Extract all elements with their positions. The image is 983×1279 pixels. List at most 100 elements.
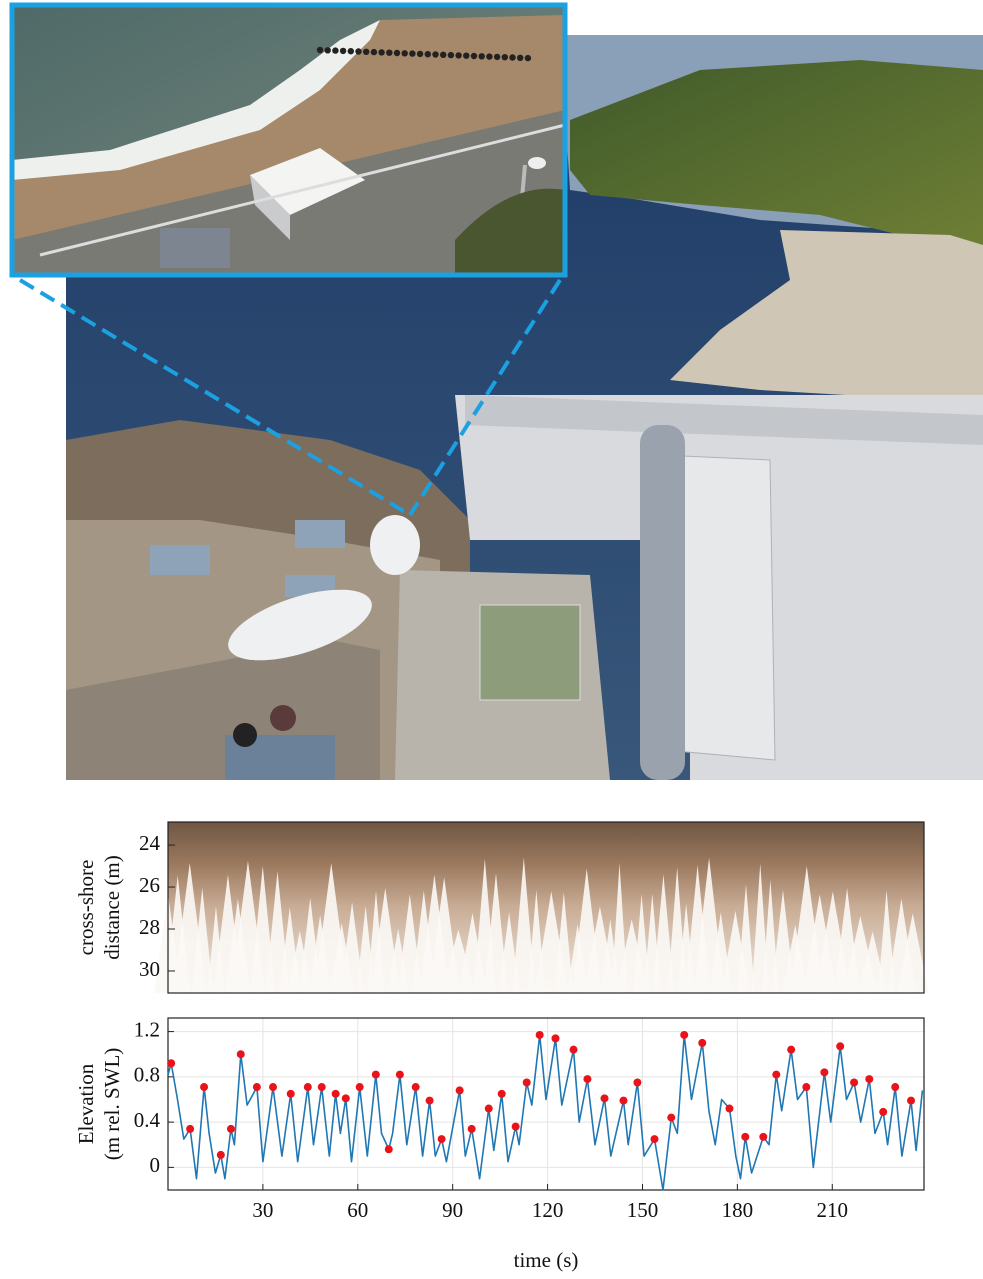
survey-dot bbox=[501, 54, 508, 61]
peak-marker bbox=[395, 1070, 404, 1079]
inset-photo bbox=[9, 2, 568, 517]
survey-dot bbox=[509, 54, 516, 61]
peak-marker bbox=[725, 1104, 734, 1113]
peak-marker bbox=[879, 1107, 888, 1116]
peak-marker bbox=[425, 1096, 434, 1105]
y-axis-label: (m rel. SWL) bbox=[100, 1048, 124, 1161]
peak-marker bbox=[331, 1089, 340, 1098]
peak-marker bbox=[216, 1150, 225, 1159]
survey-dot bbox=[386, 49, 393, 56]
survey-dot bbox=[378, 49, 385, 56]
y-tick-label: 0.8 bbox=[134, 1063, 160, 1087]
peak-marker bbox=[303, 1083, 312, 1092]
survey-dot bbox=[447, 51, 455, 59]
plot-frame bbox=[167, 1017, 925, 1191]
peak-marker bbox=[226, 1124, 235, 1133]
peak-marker bbox=[820, 1068, 829, 1077]
y-tick-label: 0.4 bbox=[134, 1108, 161, 1132]
peak-marker bbox=[455, 1086, 464, 1095]
x-tick-label: 210 bbox=[817, 1198, 849, 1222]
survey-dot bbox=[424, 51, 431, 58]
peak-marker bbox=[437, 1135, 446, 1144]
peak-marker bbox=[772, 1070, 781, 1079]
x-tick-label: 60 bbox=[347, 1198, 368, 1222]
peak-marker bbox=[167, 1059, 176, 1068]
swash-spike bbox=[484, 873, 508, 993]
peak-marker bbox=[836, 1042, 845, 1051]
swash-spike bbox=[737, 883, 755, 993]
peak-marker bbox=[355, 1083, 364, 1092]
survey-dot bbox=[440, 51, 447, 58]
peak-marker bbox=[286, 1089, 295, 1098]
survey-dot bbox=[470, 52, 478, 60]
survey-dot bbox=[324, 47, 331, 54]
peak-marker bbox=[650, 1135, 659, 1144]
swash-spike bbox=[340, 902, 365, 993]
peak-marker bbox=[186, 1124, 195, 1133]
y-axis-label: cross-shore bbox=[74, 860, 98, 956]
peak-marker bbox=[741, 1132, 750, 1141]
survey-dot bbox=[517, 54, 524, 61]
survey-dot bbox=[355, 48, 362, 55]
peak-marker bbox=[802, 1083, 811, 1092]
swash-spike bbox=[191, 887, 214, 993]
swash-spike bbox=[896, 913, 929, 993]
survey-dot bbox=[409, 50, 416, 57]
survey-dot bbox=[463, 52, 470, 59]
peak-marker bbox=[583, 1075, 592, 1084]
peak-marker bbox=[200, 1083, 209, 1092]
peak-marker bbox=[698, 1038, 707, 1047]
survey-dot bbox=[478, 53, 485, 60]
peak-marker bbox=[680, 1030, 689, 1039]
peak-marker bbox=[667, 1113, 676, 1122]
peak-marker bbox=[535, 1030, 544, 1039]
survey-dot bbox=[455, 52, 462, 59]
peak-marker bbox=[850, 1078, 859, 1087]
y-tick-label: 28 bbox=[139, 915, 160, 939]
survey-dot bbox=[416, 50, 424, 58]
peak-marker bbox=[551, 1034, 560, 1043]
survey-dot bbox=[393, 49, 401, 57]
survey-dot bbox=[486, 53, 493, 60]
swash-spike bbox=[512, 857, 536, 993]
peak-marker bbox=[600, 1094, 609, 1103]
x-tick-label: 180 bbox=[722, 1198, 754, 1222]
swash-spike bbox=[554, 892, 574, 993]
peak-marker bbox=[522, 1078, 531, 1087]
peak-marker bbox=[484, 1104, 493, 1113]
y-tick-label: 1.2 bbox=[134, 1017, 160, 1041]
x-tick-label: 90 bbox=[442, 1198, 463, 1222]
peak-marker bbox=[236, 1050, 245, 1059]
x-tick-label: 150 bbox=[627, 1198, 659, 1222]
y-axis-label: Elevation bbox=[74, 1063, 98, 1144]
peak-marker bbox=[384, 1145, 393, 1154]
plot-frame bbox=[167, 821, 925, 994]
y-axis-label: distance (m) bbox=[100, 855, 124, 959]
peak-marker bbox=[619, 1096, 628, 1105]
peak-marker bbox=[633, 1078, 642, 1087]
peak-marker bbox=[269, 1083, 278, 1092]
peak-marker bbox=[341, 1094, 350, 1103]
survey-dot bbox=[401, 50, 408, 57]
x-axis-label: time (s) bbox=[514, 1248, 579, 1272]
y-tick-label: 30 bbox=[139, 957, 160, 981]
survey-dot bbox=[493, 53, 501, 61]
survey-dot bbox=[332, 47, 339, 54]
x-tick-label: 120 bbox=[532, 1198, 564, 1222]
swash-spikes bbox=[154, 857, 929, 993]
y-tick-label: 24 bbox=[139, 831, 161, 855]
peak-marker bbox=[569, 1045, 578, 1054]
elevation-line bbox=[167, 1034, 924, 1191]
peak-marker bbox=[497, 1089, 506, 1098]
survey-dot bbox=[370, 48, 378, 56]
peak-marker bbox=[907, 1096, 916, 1105]
peak-marker bbox=[865, 1075, 874, 1084]
peak-marker bbox=[891, 1083, 900, 1092]
peak-marker bbox=[511, 1122, 520, 1131]
y-tick-label: 26 bbox=[139, 873, 160, 897]
x-tick-label: 30 bbox=[252, 1198, 273, 1222]
survey-dot bbox=[316, 46, 324, 54]
swash-spike bbox=[652, 874, 675, 993]
peak-marker bbox=[787, 1045, 796, 1054]
